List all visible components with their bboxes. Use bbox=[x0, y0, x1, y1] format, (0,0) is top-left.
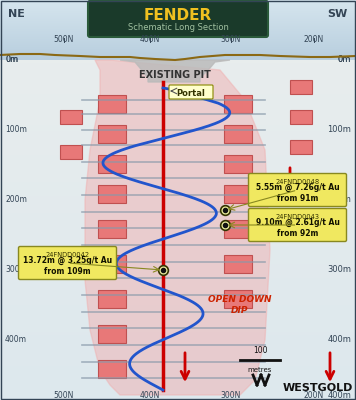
Text: 13.72m @ 3.25g/t Au
from 109m: 13.72m @ 3.25g/t Au from 109m bbox=[23, 256, 112, 276]
Polygon shape bbox=[120, 60, 230, 82]
Text: 300N: 300N bbox=[221, 392, 241, 400]
Text: 0m: 0m bbox=[5, 56, 19, 64]
Bar bbox=[290, 80, 312, 94]
Text: 0m: 0m bbox=[337, 56, 351, 64]
Text: 200N: 200N bbox=[304, 392, 324, 400]
Text: 500N: 500N bbox=[54, 392, 74, 400]
Text: 400m: 400m bbox=[5, 336, 27, 344]
Text: 400m: 400m bbox=[327, 390, 351, 400]
Text: 0m: 0m bbox=[5, 56, 17, 64]
FancyBboxPatch shape bbox=[19, 246, 116, 280]
Bar bbox=[224, 255, 252, 273]
Text: 400m: 400m bbox=[327, 336, 351, 344]
Bar bbox=[290, 140, 312, 154]
Text: 24FNDD0043: 24FNDD0043 bbox=[276, 214, 319, 220]
Bar bbox=[98, 325, 126, 343]
Bar bbox=[98, 185, 126, 203]
Bar bbox=[98, 360, 126, 378]
Text: 200N: 200N bbox=[304, 36, 324, 44]
Text: WESTGOLD: WESTGOLD bbox=[283, 383, 354, 393]
Text: SW: SW bbox=[328, 9, 348, 19]
Bar bbox=[98, 220, 126, 238]
Bar bbox=[98, 255, 126, 273]
FancyBboxPatch shape bbox=[248, 208, 346, 242]
Text: Portal: Portal bbox=[177, 88, 205, 98]
Text: 400N: 400N bbox=[140, 36, 160, 44]
Text: OPEN DOWN
DIP: OPEN DOWN DIP bbox=[208, 294, 272, 315]
Text: 24FNDD0042: 24FNDD0042 bbox=[46, 252, 90, 258]
Text: 9.10m @ 2.61g/t Au
from 92m: 9.10m @ 2.61g/t Au from 92m bbox=[256, 218, 339, 238]
Text: 500N: 500N bbox=[54, 36, 74, 44]
Text: FENDER: FENDER bbox=[144, 8, 212, 24]
Text: 100: 100 bbox=[253, 346, 267, 355]
Text: 100m: 100m bbox=[327, 126, 351, 134]
Text: metres: metres bbox=[248, 367, 272, 373]
FancyBboxPatch shape bbox=[248, 174, 346, 206]
Text: 300N: 300N bbox=[221, 36, 241, 44]
Bar bbox=[224, 125, 252, 143]
Bar bbox=[98, 290, 126, 308]
Bar bbox=[60, 145, 82, 159]
Text: 100m: 100m bbox=[5, 126, 27, 134]
Bar bbox=[224, 220, 252, 238]
Polygon shape bbox=[85, 60, 270, 395]
Bar bbox=[98, 95, 126, 113]
Bar bbox=[98, 125, 126, 143]
Text: 300m: 300m bbox=[327, 266, 351, 274]
Text: 5.55m @ 7.26g/t Au
from 91m: 5.55m @ 7.26g/t Au from 91m bbox=[256, 183, 339, 203]
Bar bbox=[224, 185, 252, 203]
Bar bbox=[224, 155, 252, 173]
Text: 400N: 400N bbox=[140, 392, 160, 400]
FancyBboxPatch shape bbox=[169, 85, 213, 99]
Text: Schematic Long Section: Schematic Long Section bbox=[127, 22, 229, 32]
Text: 200m: 200m bbox=[5, 196, 27, 204]
Text: NE: NE bbox=[8, 9, 25, 19]
Text: 200m: 200m bbox=[327, 196, 351, 204]
Bar bbox=[224, 95, 252, 113]
Text: 24FNDD0048: 24FNDD0048 bbox=[276, 179, 320, 185]
Bar bbox=[224, 290, 252, 308]
Text: 300m: 300m bbox=[5, 266, 27, 274]
Bar bbox=[60, 110, 82, 124]
FancyBboxPatch shape bbox=[88, 1, 268, 37]
Text: EXISTING PIT: EXISTING PIT bbox=[139, 70, 211, 80]
Bar bbox=[290, 110, 312, 124]
Bar bbox=[98, 155, 126, 173]
Text: 0m: 0m bbox=[337, 56, 351, 64]
